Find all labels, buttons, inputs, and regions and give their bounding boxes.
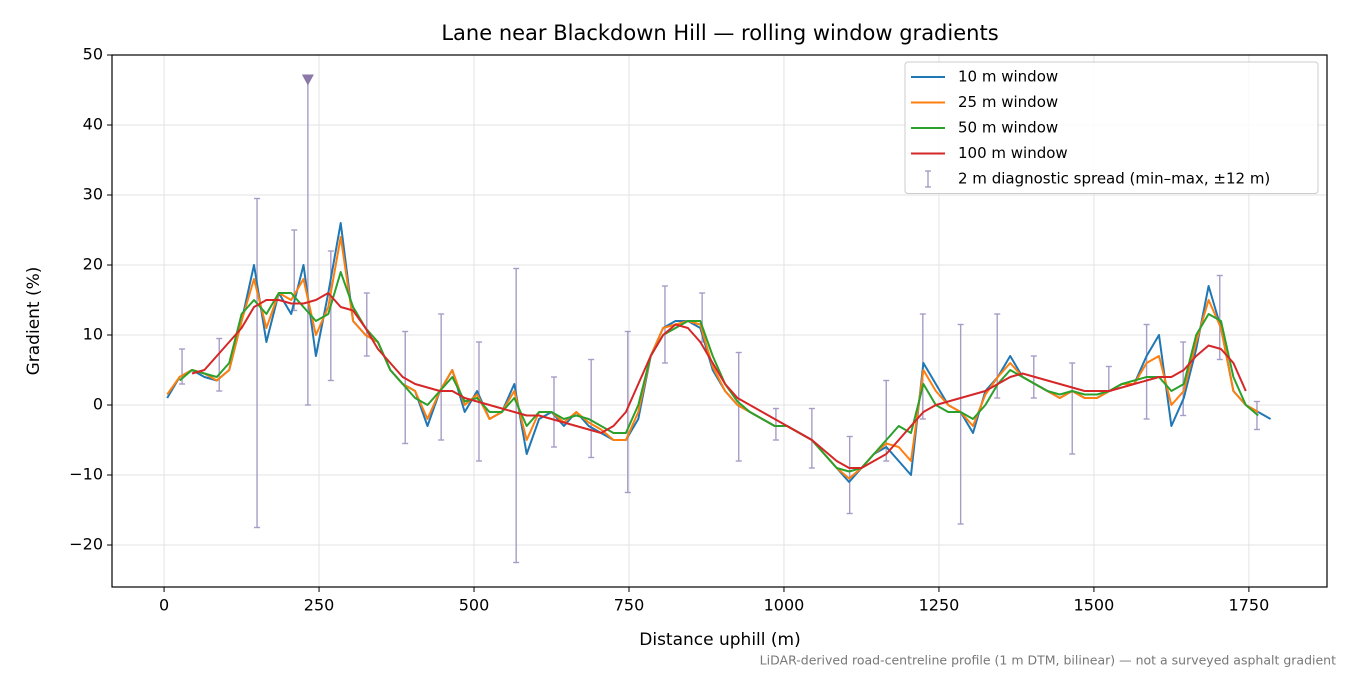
legend: 10 m window 25 m window 50 m window 100 m w… <box>904 61 1319 194</box>
y-tick-label: 30 <box>83 185 103 204</box>
y-tick-label: 20 <box>83 255 103 274</box>
legend-label: 100 m window <box>958 144 1068 162</box>
error-bar <box>661 285 668 364</box>
legend-label: 25 m window <box>958 93 1058 111</box>
plot-area <box>166 74 1272 564</box>
plot-frame <box>111 54 1328 588</box>
legend-label: 50 m window <box>958 119 1058 137</box>
error-bar <box>550 376 557 448</box>
series-line <box>191 292 1247 469</box>
y-tick-label: −10 <box>69 465 103 484</box>
error-bar <box>1105 365 1112 392</box>
y-tick-label: 50 <box>83 45 103 64</box>
error-bar <box>363 292 370 357</box>
legend-label: 10 m window <box>958 68 1058 86</box>
error-bar <box>772 407 779 441</box>
error-bar <box>216 337 223 392</box>
x-tick-label: 0 <box>159 596 169 615</box>
x-tick-label: 500 <box>459 596 490 615</box>
error-bar <box>1069 362 1076 455</box>
y-tick-label: 10 <box>83 325 103 344</box>
x-tick-label: 1500 <box>1074 596 1115 615</box>
y-tick-label: 40 <box>83 115 103 134</box>
error-bar <box>624 330 631 494</box>
error-bar <box>1143 323 1150 420</box>
x-tick-label: 250 <box>304 596 335 615</box>
series-line <box>178 271 1259 473</box>
x-tick-label: 1750 <box>1229 596 1270 615</box>
footnote: LiDAR-derived road-centreline profile (1… <box>760 653 1336 668</box>
y-axis-label: Gradient (%) <box>24 267 44 376</box>
error-bar <box>846 435 853 515</box>
error-bar <box>327 250 334 382</box>
error-bar <box>588 358 595 459</box>
legend-box <box>904 61 1319 194</box>
error-bar <box>513 267 520 564</box>
error-bar <box>957 323 964 525</box>
x-tick-label: 750 <box>614 596 645 615</box>
error-bar <box>254 197 261 529</box>
x-axis-label: Distance uphill (m) <box>639 630 800 650</box>
error-bar <box>1180 341 1187 417</box>
off-scale-marker <box>301 74 314 86</box>
legend-label: 2 m diagnostic spread (min–max, ±12 m) <box>958 170 1270 188</box>
chart-title: Lane near Blackdown Hill — rolling windo… <box>441 21 998 45</box>
error-bar <box>438 313 445 441</box>
error-bar <box>1216 274 1223 361</box>
x-tick-label: 1250 <box>919 596 960 615</box>
y-tick-label: 0 <box>93 395 103 414</box>
y-tick-label: −20 <box>69 535 103 554</box>
error-bar <box>301 74 314 406</box>
x-tick-label: 1000 <box>764 596 805 615</box>
error-bar <box>808 407 815 469</box>
series-line <box>166 222 1272 483</box>
